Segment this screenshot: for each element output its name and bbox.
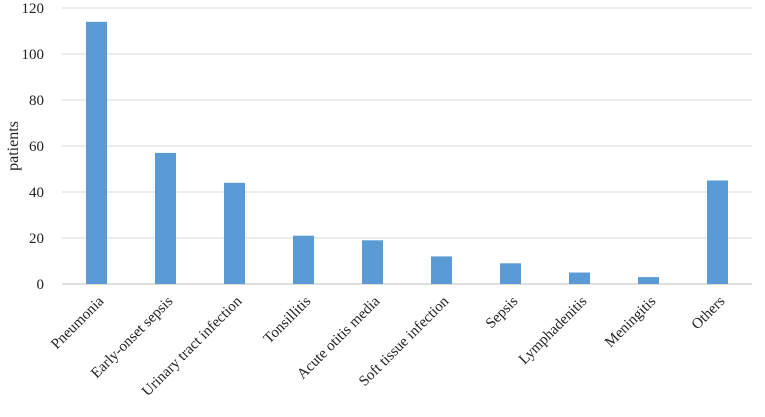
bar-acute-otitis-media	[362, 240, 383, 284]
bar-tonsillitis	[293, 235, 314, 284]
y-tick-label: 0	[37, 277, 45, 293]
y-tick-label: 120	[22, 1, 45, 17]
x-category-label: Pneumonia	[48, 293, 107, 352]
y-axis-title: patients	[5, 121, 22, 171]
x-category-label: Lymphadenitis	[516, 293, 590, 367]
gridlines	[62, 7, 752, 285]
bar-soft-tissue-infection	[431, 256, 452, 284]
x-category-label: Others	[689, 293, 729, 333]
bars	[86, 21, 728, 285]
x-category-label: Sepsis	[483, 293, 522, 332]
y-tick-label: 80	[29, 93, 44, 109]
bar-pneumonia	[86, 21, 107, 285]
bar-others	[707, 180, 728, 284]
bar-early-onset-sepsis	[155, 152, 176, 284]
bar-lymphadenitis	[569, 272, 590, 284]
y-tick-label: 40	[29, 185, 44, 201]
y-tick-label: 60	[29, 139, 44, 155]
x-category-label: Tonsillitis	[261, 293, 315, 347]
y-axis-ticks: 0 20 40 60 80 100 120	[22, 1, 45, 293]
bar-meningitis	[638, 277, 659, 284]
x-category-label: Meningitis	[602, 293, 659, 350]
y-tick-label: 20	[29, 231, 44, 247]
bar-sepsis	[500, 263, 521, 284]
y-tick-label: 100	[22, 47, 45, 63]
bar-urinary-tract-infection	[224, 182, 245, 284]
